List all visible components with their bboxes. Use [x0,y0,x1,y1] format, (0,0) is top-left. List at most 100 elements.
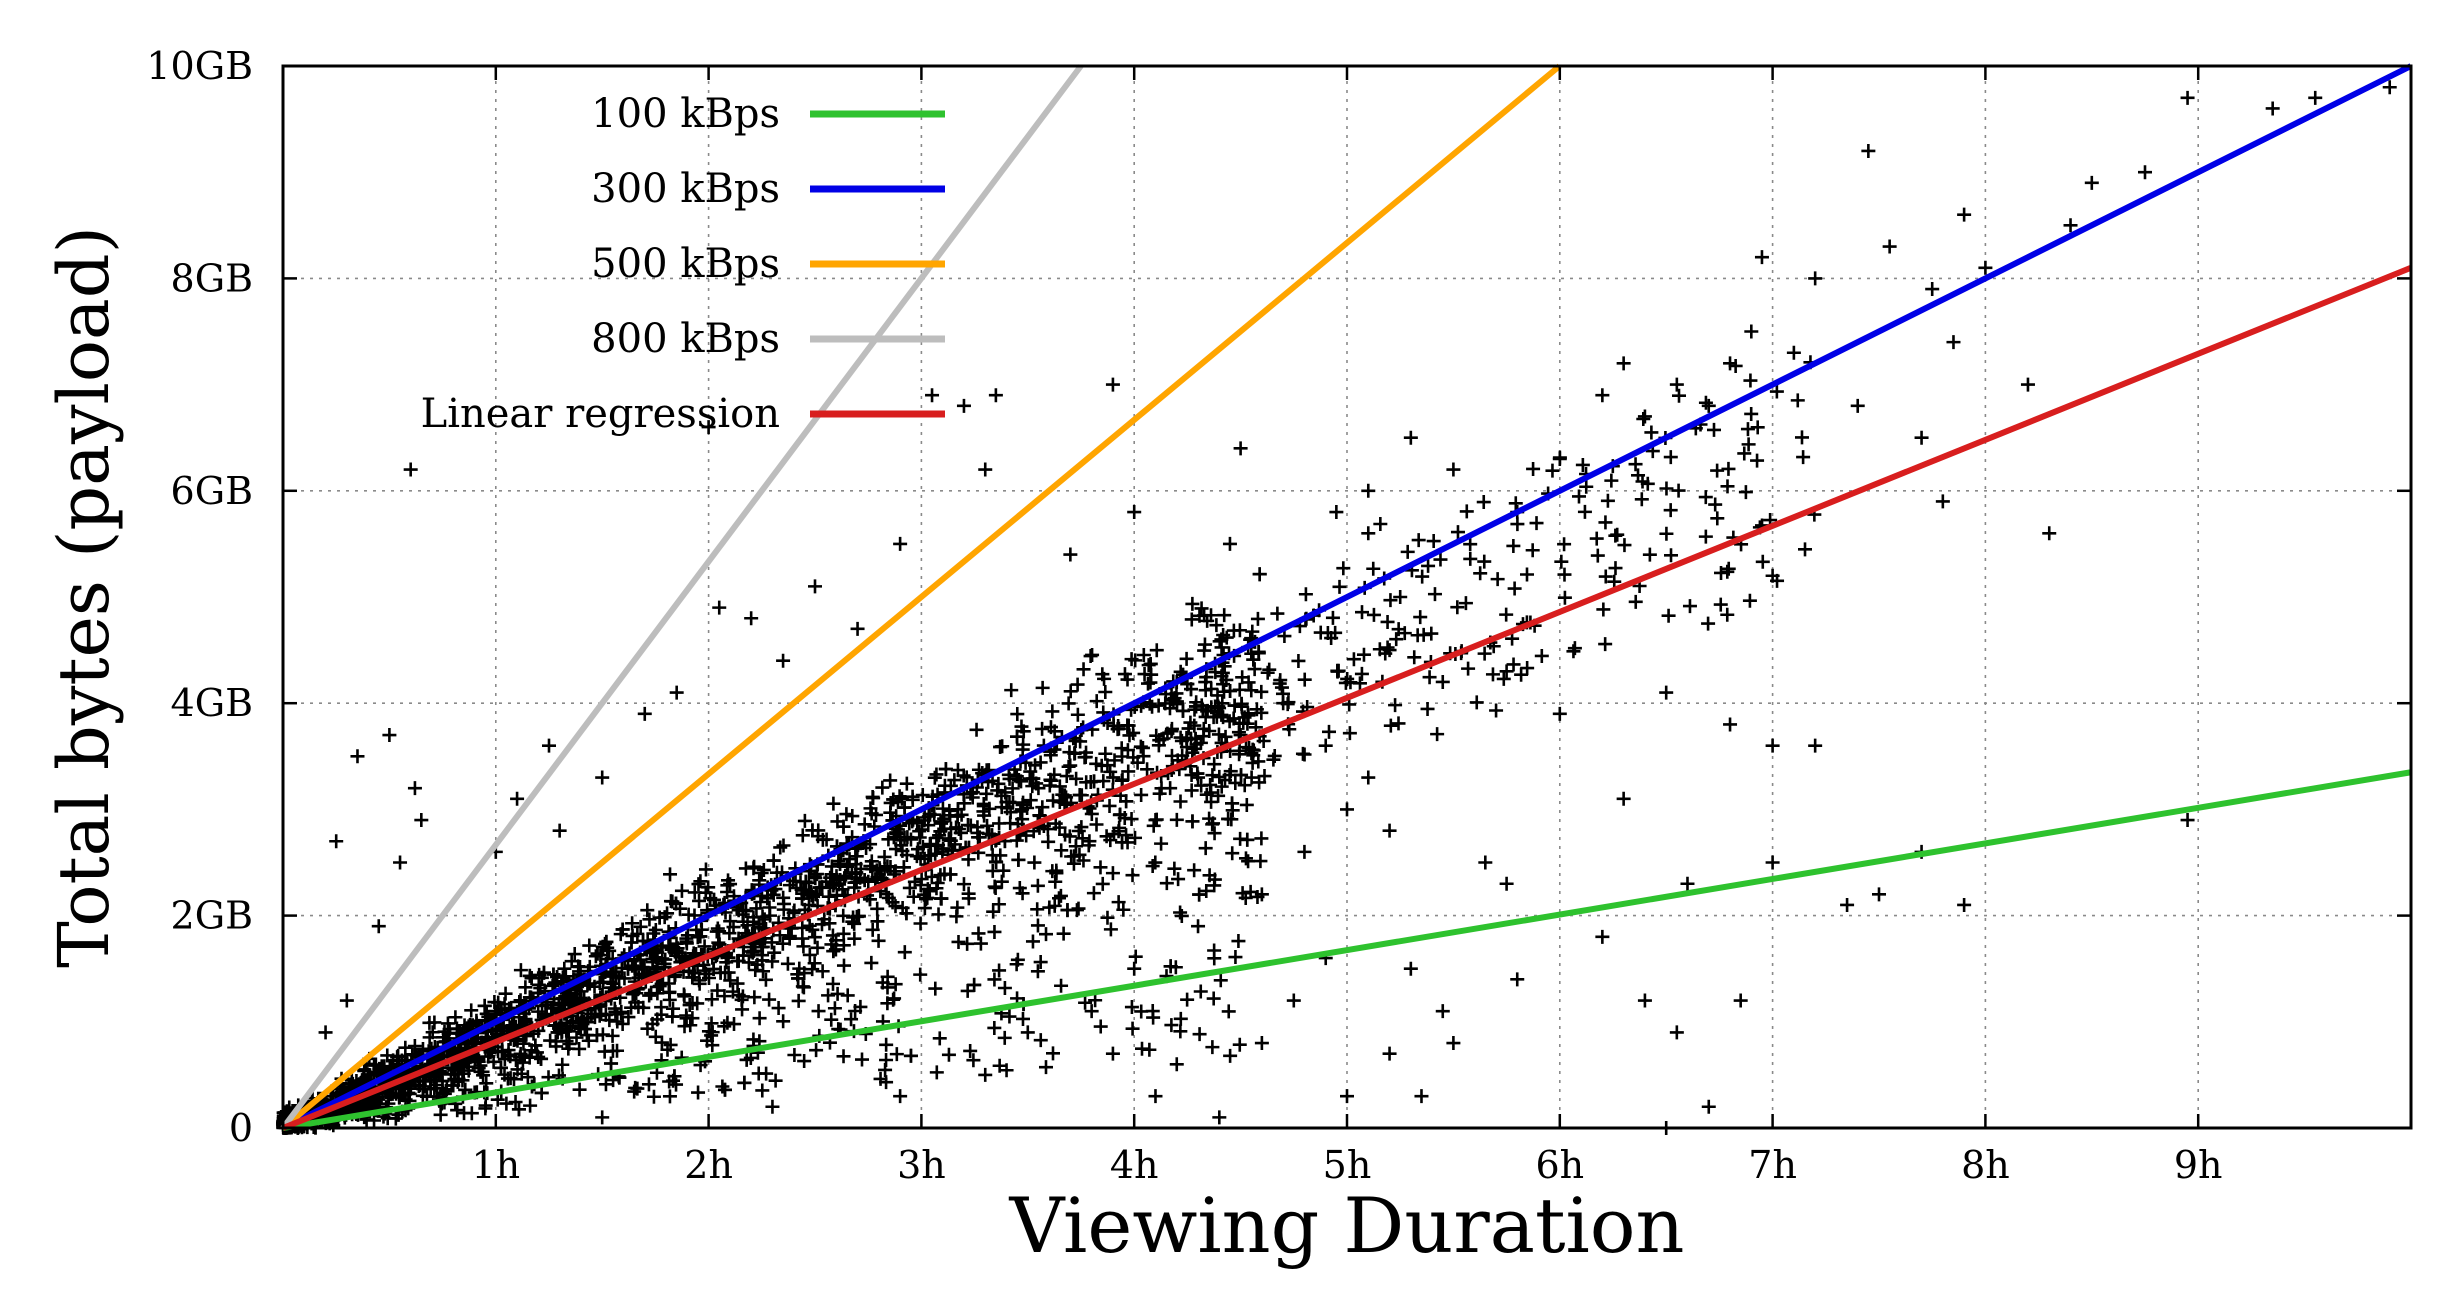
data-point-2939 [1433,552,1448,567]
data-point-2884 [1794,430,1809,445]
data-point-2982 [1332,579,1347,594]
data-point-931 [1223,1048,1238,1063]
data-point-1752 [815,964,830,979]
data-point-388 [662,1089,677,1104]
data-point-2937 [1320,626,1335,641]
data-point-2898 [1496,671,1511,686]
data-point-1288 [1164,1018,1179,1033]
data-point-2330 [910,842,925,857]
data-point-2081 [690,996,705,1011]
data-point-2877 [1272,676,1287,691]
data-point-1712 [572,964,587,979]
data-point-2849 [1340,671,1355,686]
data-point-1386 [1225,846,1240,861]
data-point-2688 [652,910,667,925]
data-point-96 [1403,961,1418,976]
data-point-2964 [1590,548,1605,563]
data-point-1894 [1197,643,1212,658]
data-point-2216 [633,919,648,934]
data-point-2167 [931,907,946,922]
data-point-73 [1914,430,1929,445]
data-point-84 [1595,929,1610,944]
data-point-964 [1184,783,1199,798]
data-point-69 [2265,101,2280,116]
data-point-620 [1103,764,1118,779]
data-point-2955 [1380,640,1395,655]
data-point-2907 [1744,406,1759,421]
data-point-398 [1241,854,1256,869]
data-point-262 [685,1011,700,1026]
data-point-612 [1169,812,1184,827]
data-point-188 [1098,746,1113,761]
data-point-1558 [1173,905,1188,920]
data-point-2278 [960,983,975,998]
data-point-2896 [1275,686,1290,701]
data-point-2059 [987,1020,1002,1035]
data-point-39 [1435,674,1450,689]
data-point-983 [826,796,841,811]
data-point-2827 [1499,607,1514,622]
data-point-2276 [1097,671,1112,686]
data-point-1371 [1069,771,1084,786]
data-point-347 [1088,993,1103,1008]
data-point-2647 [782,929,797,944]
data-point-2365 [606,976,621,991]
data-point-3 [403,462,418,477]
data-point-384 [1045,704,1060,719]
x-tick-label-0: 1h [471,1143,520,1187]
data-point-581 [1111,895,1126,910]
data-point-74 [1935,494,1950,509]
data-point-1825 [1004,683,1019,698]
data-point-1882 [999,1063,1014,1078]
data-point-1336 [479,1076,494,1091]
data-point-2426 [608,1004,623,1019]
y-tick-label-2: 4GB [171,681,253,725]
data-point-118 [1191,919,1206,934]
data-point-2755 [1450,600,1465,615]
data-point-2720 [1067,746,1082,761]
data-point-1732 [773,840,788,855]
data-point-2087 [720,885,735,900]
data-point-2777 [1256,733,1271,748]
data-point-67 [2138,165,2152,180]
data-point-2142 [801,897,816,912]
data-point-87 [1669,1025,1684,1040]
data-point-2407 [787,1048,802,1063]
data-point-2830 [1355,605,1369,620]
data-point-8 [339,993,354,1008]
data-point-2470 [503,1049,518,1064]
data-point-228 [997,980,1012,995]
data-point-1651 [897,945,912,960]
data-point-185 [1124,1000,1139,1015]
data-point-2510 [886,792,901,807]
data-point-2918 [1411,533,1426,548]
data-point-98 [1510,972,1525,987]
data-point-2317 [1192,1027,1207,1042]
data-point-104 [1382,1046,1397,1061]
data-point-71 [2382,80,2397,95]
data-point-2900 [1380,614,1395,629]
data-point-2147 [1133,739,1148,754]
reference-lines [280,63,2413,1131]
data-point-2663 [665,1009,680,1024]
data-point-2255 [1205,1040,1220,1055]
data-point-572 [645,1016,660,1031]
data-point-2779 [1769,384,1784,399]
data-point-2752 [1459,504,1474,519]
data-point-2386 [1179,740,1194,755]
data-point-511 [1061,696,1076,711]
data-point-31 [1127,505,1142,520]
data-point-2377 [941,832,956,847]
data-point-2621 [1188,699,1203,714]
data-point-2895 [1450,525,1465,540]
data-point-77 [1723,717,1738,732]
data-point-1871 [912,830,927,845]
data-point-2863 [1520,567,1534,582]
data-point-920 [1035,721,1050,736]
data-point-2161 [709,924,724,939]
data-point-2149 [1019,828,1034,843]
data-point-2071 [890,822,905,837]
data-point-2254 [1254,684,1269,699]
data-point-2406 [797,1054,812,1069]
data-point-187 [821,988,836,1003]
